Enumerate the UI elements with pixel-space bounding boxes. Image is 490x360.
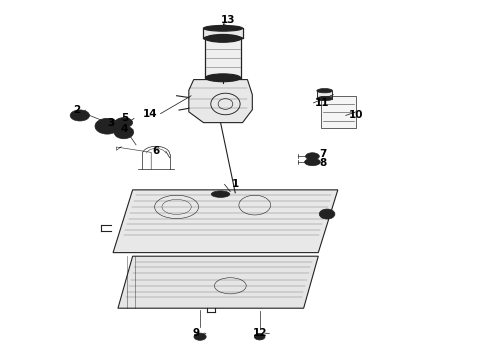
Text: 4: 4: [121, 125, 128, 134]
Ellipse shape: [115, 118, 133, 128]
Text: 2: 2: [73, 105, 80, 115]
Polygon shape: [203, 28, 243, 39]
Polygon shape: [317, 91, 332, 99]
Text: 5: 5: [121, 113, 128, 123]
Ellipse shape: [205, 74, 241, 82]
Polygon shape: [118, 256, 318, 308]
Ellipse shape: [203, 36, 243, 41]
Text: 13: 13: [220, 15, 235, 26]
Text: 3: 3: [107, 118, 114, 128]
Text: 12: 12: [252, 328, 267, 338]
Ellipse shape: [211, 191, 230, 197]
Text: 14: 14: [143, 109, 157, 119]
Ellipse shape: [216, 192, 225, 196]
Ellipse shape: [70, 110, 90, 121]
Ellipse shape: [120, 130, 128, 135]
Ellipse shape: [205, 35, 241, 42]
Ellipse shape: [257, 335, 262, 338]
Ellipse shape: [309, 161, 316, 163]
Ellipse shape: [100, 122, 114, 131]
Text: 7: 7: [319, 149, 327, 159]
Polygon shape: [113, 190, 338, 253]
Ellipse shape: [203, 26, 243, 31]
Ellipse shape: [76, 113, 84, 118]
Ellipse shape: [114, 126, 134, 139]
Ellipse shape: [317, 89, 332, 93]
FancyBboxPatch shape: [321, 96, 356, 128]
Text: 6: 6: [152, 146, 160, 156]
Ellipse shape: [319, 209, 335, 219]
Ellipse shape: [197, 335, 203, 338]
Ellipse shape: [306, 153, 319, 160]
Text: 11: 11: [315, 98, 329, 108]
Ellipse shape: [254, 333, 265, 340]
Polygon shape: [189, 80, 252, 123]
Polygon shape: [205, 39, 241, 78]
Text: 10: 10: [349, 111, 364, 121]
Ellipse shape: [317, 96, 332, 101]
Text: 9: 9: [193, 328, 200, 338]
Text: 1: 1: [232, 179, 239, 189]
Ellipse shape: [305, 158, 320, 166]
Ellipse shape: [95, 118, 120, 134]
Text: 8: 8: [319, 158, 327, 168]
Ellipse shape: [194, 333, 206, 340]
